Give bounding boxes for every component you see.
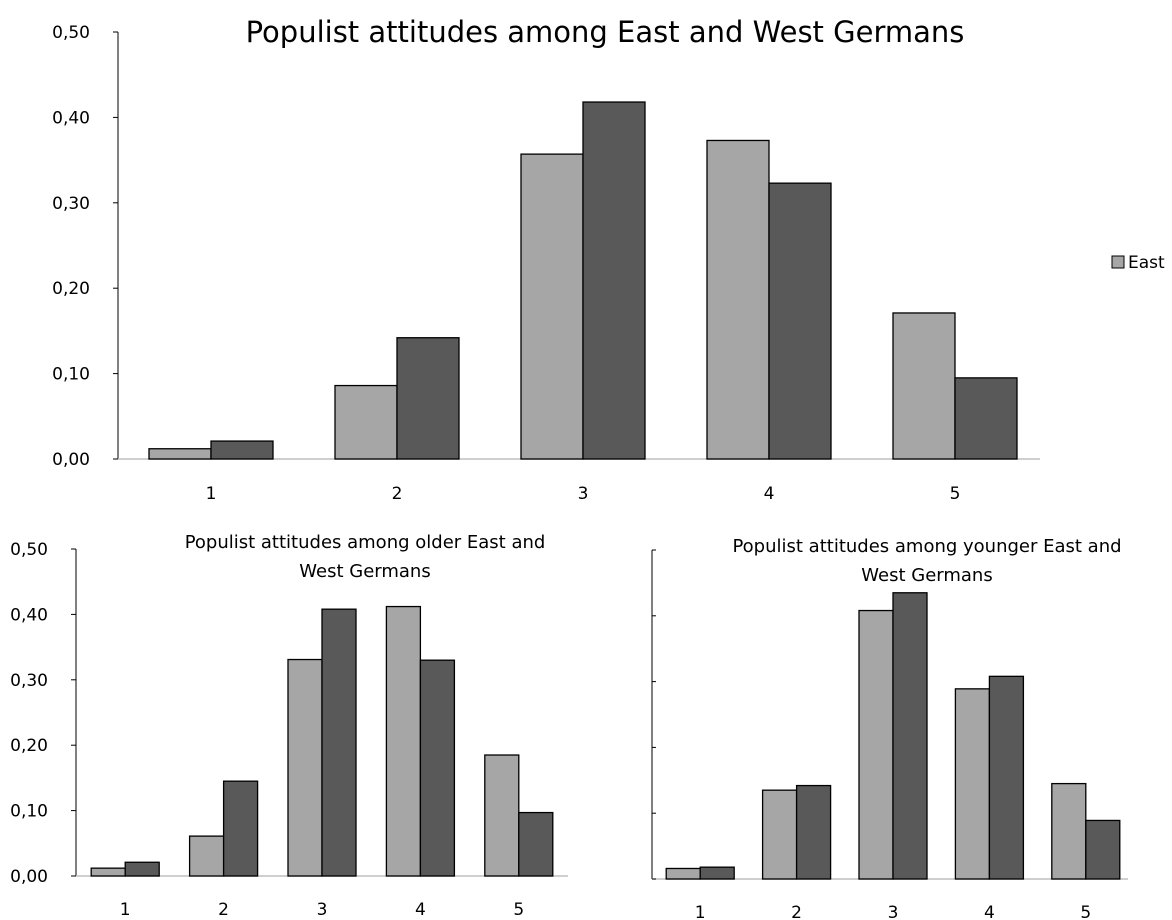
bar-west-3 — [582, 101, 646, 460]
x-tick-label: 4 — [984, 903, 995, 920]
bar-west-4 — [419, 659, 456, 877]
bar-west-3 — [321, 608, 357, 877]
y-tick-label: 0,30 — [10, 671, 48, 691]
bar-west-4 — [988, 675, 1025, 880]
bar-east-3 — [858, 609, 894, 880]
bar-east-5 — [892, 312, 956, 460]
y-tick-label: 0,10 — [10, 802, 48, 822]
y-tick-label: 0,40 — [10, 605, 48, 625]
bar-east-4 — [706, 139, 770, 460]
x-tick-label: 5 — [950, 484, 961, 504]
bar-west-2 — [396, 337, 460, 460]
bar-west-5 — [954, 377, 1018, 460]
bar-west-5 — [518, 811, 554, 877]
x-tick-label: 2 — [791, 903, 802, 920]
bar-east-1 — [148, 448, 212, 460]
x-tick-label: 5 — [1080, 903, 1091, 920]
x-tick-label: 1 — [206, 484, 217, 504]
bar-east-4 — [385, 605, 422, 877]
chart-2: Populist attitudes among older East and W… — [10, 532, 568, 920]
chart-title: Populist attitudes among East and West G… — [246, 15, 965, 49]
bar-west-3 — [892, 592, 928, 880]
x-tick-label: 1 — [695, 903, 706, 920]
y-tick-label: 0,10 — [52, 365, 90, 385]
bar-east-3 — [520, 153, 584, 460]
y-tick-label: 0,50 — [10, 540, 48, 560]
y-tick-label: 0,20 — [52, 279, 90, 299]
bar-east-2 — [334, 384, 398, 460]
bar-east-1 — [90, 867, 126, 877]
bar-west-2 — [222, 780, 259, 877]
bar-east-2 — [188, 835, 225, 877]
y-tick-label: 0,50 — [52, 23, 90, 43]
bar-west-1 — [699, 866, 735, 880]
y-tick-label: 0,30 — [52, 194, 90, 214]
legend-label-east: East — [1128, 253, 1165, 273]
bar-west-1 — [124, 861, 160, 877]
bar-east-5 — [1051, 782, 1087, 880]
chart-1: Populist attitudes among East and West G… — [52, 15, 1165, 504]
bar-east-2 — [761, 789, 798, 880]
x-tick-label: 2 — [392, 484, 403, 504]
chart-3: Populist attitudes among younger East an… — [651, 536, 1128, 920]
bar-west-5 — [1085, 819, 1121, 880]
x-tick-label: 5 — [513, 900, 524, 920]
x-tick-label: 4 — [415, 900, 426, 920]
x-tick-label: 2 — [218, 900, 229, 920]
y-tick-label: 0,00 — [52, 450, 90, 470]
chart-title: Populist attitudes among older East and W… — [185, 532, 546, 582]
legend-swatch-east — [1111, 255, 1125, 269]
bar-east-3 — [287, 658, 323, 877]
bar-west-2 — [795, 784, 832, 880]
bar-east-1 — [665, 867, 701, 880]
legend: EastWest — [1111, 253, 1165, 273]
x-tick-label: 1 — [120, 900, 131, 920]
x-tick-label: 3 — [578, 484, 589, 504]
bar-east-5 — [484, 754, 520, 877]
bar-west-4 — [768, 182, 832, 460]
bar-east-4 — [954, 688, 991, 880]
chart-title: Populist attitudes among younger East an… — [732, 536, 1121, 586]
bar-west-1 — [210, 440, 274, 460]
x-tick-label: 4 — [764, 484, 775, 504]
x-tick-label: 3 — [888, 903, 899, 920]
y-tick-label: 0,40 — [52, 108, 90, 128]
x-tick-label: 3 — [317, 900, 328, 920]
y-tick-label: 0,00 — [10, 867, 48, 887]
y-tick-label: 0,20 — [10, 736, 48, 756]
